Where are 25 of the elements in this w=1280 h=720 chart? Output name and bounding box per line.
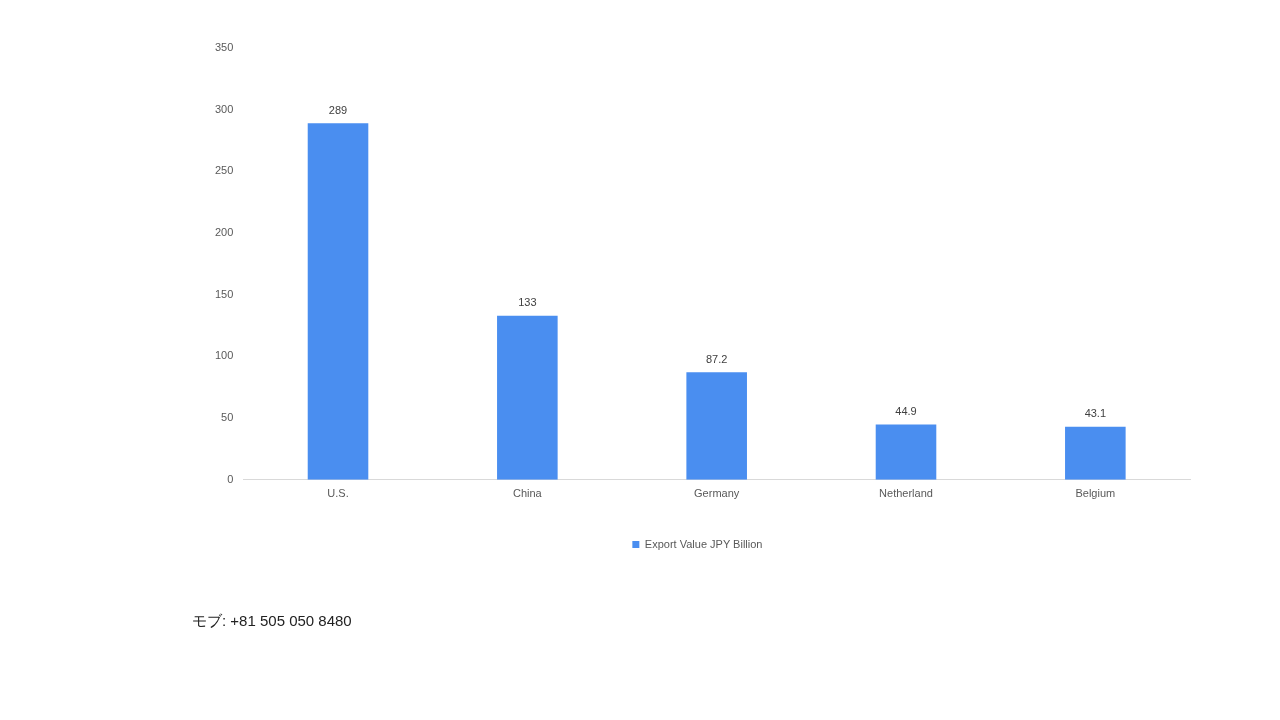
bar bbox=[686, 372, 747, 480]
data-label: 133 bbox=[518, 296, 537, 309]
data-label: 44.9 bbox=[895, 404, 917, 417]
text: モブ: +81 505 050 8480 bbox=[192, 612, 352, 631]
legend-label: Export Value JPY Billion bbox=[644, 537, 763, 550]
bar bbox=[307, 123, 369, 480]
y-tick-label: 50 bbox=[221, 411, 234, 424]
bar bbox=[875, 424, 937, 480]
y-tick-label: 200 bbox=[214, 226, 234, 239]
y-tick-label: 350 bbox=[214, 41, 234, 54]
x-tick-label: Belgium bbox=[1075, 487, 1116, 500]
x-tick-label: China bbox=[512, 487, 543, 500]
bar bbox=[497, 315, 558, 480]
x-tick-label: Netherland bbox=[879, 487, 933, 500]
bar bbox=[1065, 426, 1126, 480]
y-tick-label: 100 bbox=[214, 349, 234, 362]
x-tick-label: U.S. bbox=[327, 487, 349, 500]
x-tick-label: Germany bbox=[694, 487, 740, 500]
y-tick-label: 150 bbox=[214, 287, 234, 300]
y-tick-label: 300 bbox=[214, 102, 234, 115]
data-label: 87.2 bbox=[705, 352, 728, 365]
data-label: 289 bbox=[328, 103, 348, 116]
y-tick-label: 0 bbox=[227, 472, 234, 485]
data-label: 43.1 bbox=[1084, 407, 1107, 420]
y-tick-label: 250 bbox=[214, 164, 234, 177]
